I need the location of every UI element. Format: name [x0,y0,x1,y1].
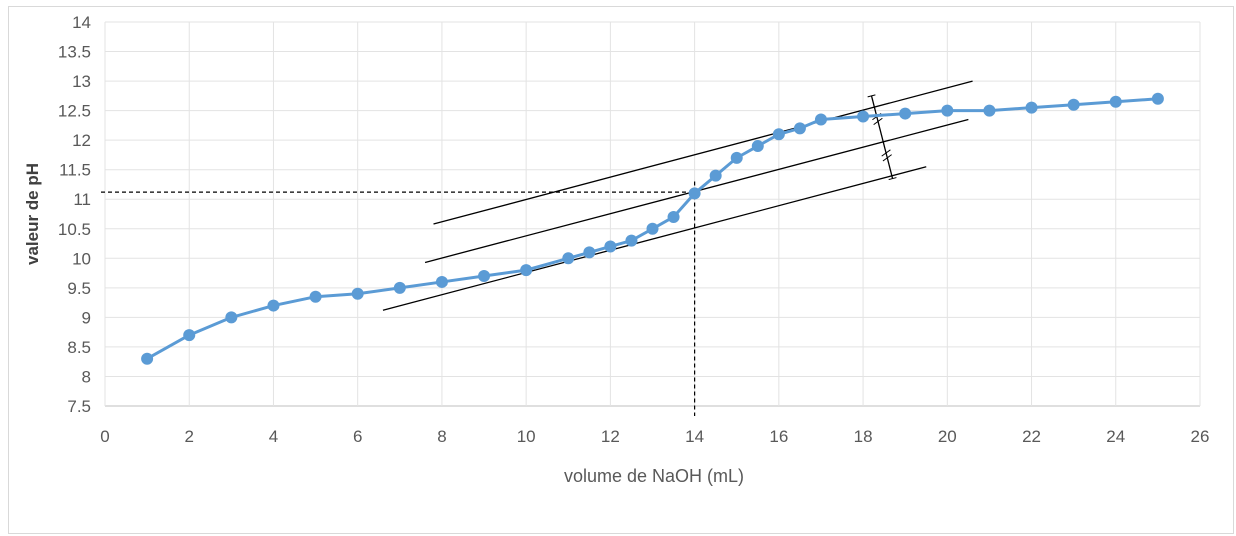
y-tick-label: 14 [72,13,91,32]
gridlines [104,21,1201,407]
x-tick-labels: 0 2 4 6 8 10 12 14 16 18 20 22 24 26 [100,427,1209,446]
y-tick-label: 7.5 [67,397,91,416]
x-tick-label: 2 [184,427,193,446]
data-point [393,281,406,294]
tangent-line [433,80,973,225]
x-tick-label: 24 [1106,427,1125,446]
data-point [183,329,196,342]
x-tick-label: 20 [938,427,957,446]
chart-frame [8,6,1234,534]
data-point [1151,92,1164,105]
tangent-line [382,166,927,311]
data-point [520,264,533,277]
data-series [141,92,1164,365]
data-point [941,104,954,117]
y-tick-labels: 7.5 8 8.5 9 9.5 10 10.5 11 11.5 12 12.5 13 13.5 14 [58,13,91,416]
guide-lines [101,80,973,416]
y-tick-label: 12 [72,131,91,150]
y-tick-label: 9 [82,308,91,327]
y-tick-label: 13.5 [58,43,91,62]
x-tick-label: 6 [353,427,362,446]
y-tick-label: 11 [73,190,91,209]
y-tick-label: 9.5 [67,279,91,298]
data-point [793,122,806,135]
y-tick-label: 10.5 [58,220,91,239]
data-point [772,128,785,141]
y-tick-label: 10 [72,249,91,268]
x-tick-label: 18 [854,427,873,446]
data-point [351,287,364,300]
data-point [730,151,743,164]
data-point [709,169,722,182]
y-tick-label: 13 [72,72,91,91]
segment-end-tick [888,177,897,181]
data-point [141,352,154,365]
x-tick-label: 0 [100,427,109,446]
x-tick-label: 8 [437,427,446,446]
x-tick-label: 10 [517,427,536,446]
data-point [814,113,827,126]
data-point [562,252,575,265]
x-tick-label: 14 [685,427,704,446]
data-point [309,290,322,303]
data-point [604,240,617,253]
equal-length-mark [881,149,891,157]
segment-end-tick [867,94,876,98]
x-tick-label: 22 [1022,427,1041,446]
y-axis-title: valeur de pH [23,163,42,265]
data-point [983,104,996,117]
y-tick-label: 8 [82,367,91,386]
data-point [1025,101,1038,114]
data-point [478,270,491,283]
equal-length-mark [873,117,883,126]
y-tick-label: 12.5 [58,102,91,121]
data-point [899,107,912,120]
y-tick-label: 8.5 [67,338,91,357]
equal-length-mark [882,154,892,162]
data-point [688,187,701,200]
perpendicular-segment [870,95,894,179]
data-point [751,140,764,153]
y-tick-label: 11.5 [59,161,91,180]
data-point [1109,95,1122,108]
data-point [435,275,448,288]
data-point [225,311,238,324]
data-point [625,234,638,247]
data-point [646,222,659,235]
data-point [583,246,596,259]
data-point [267,299,280,312]
x-axis-title: volume de NaOH (mL) [564,466,744,486]
x-tick-label: 4 [269,427,278,446]
x-tick-label: 26 [1191,427,1210,446]
data-point [667,210,680,223]
x-tick-label: 16 [769,427,788,446]
data-point [1067,98,1080,111]
x-tick-label: 12 [601,427,620,446]
data-point [857,110,870,123]
